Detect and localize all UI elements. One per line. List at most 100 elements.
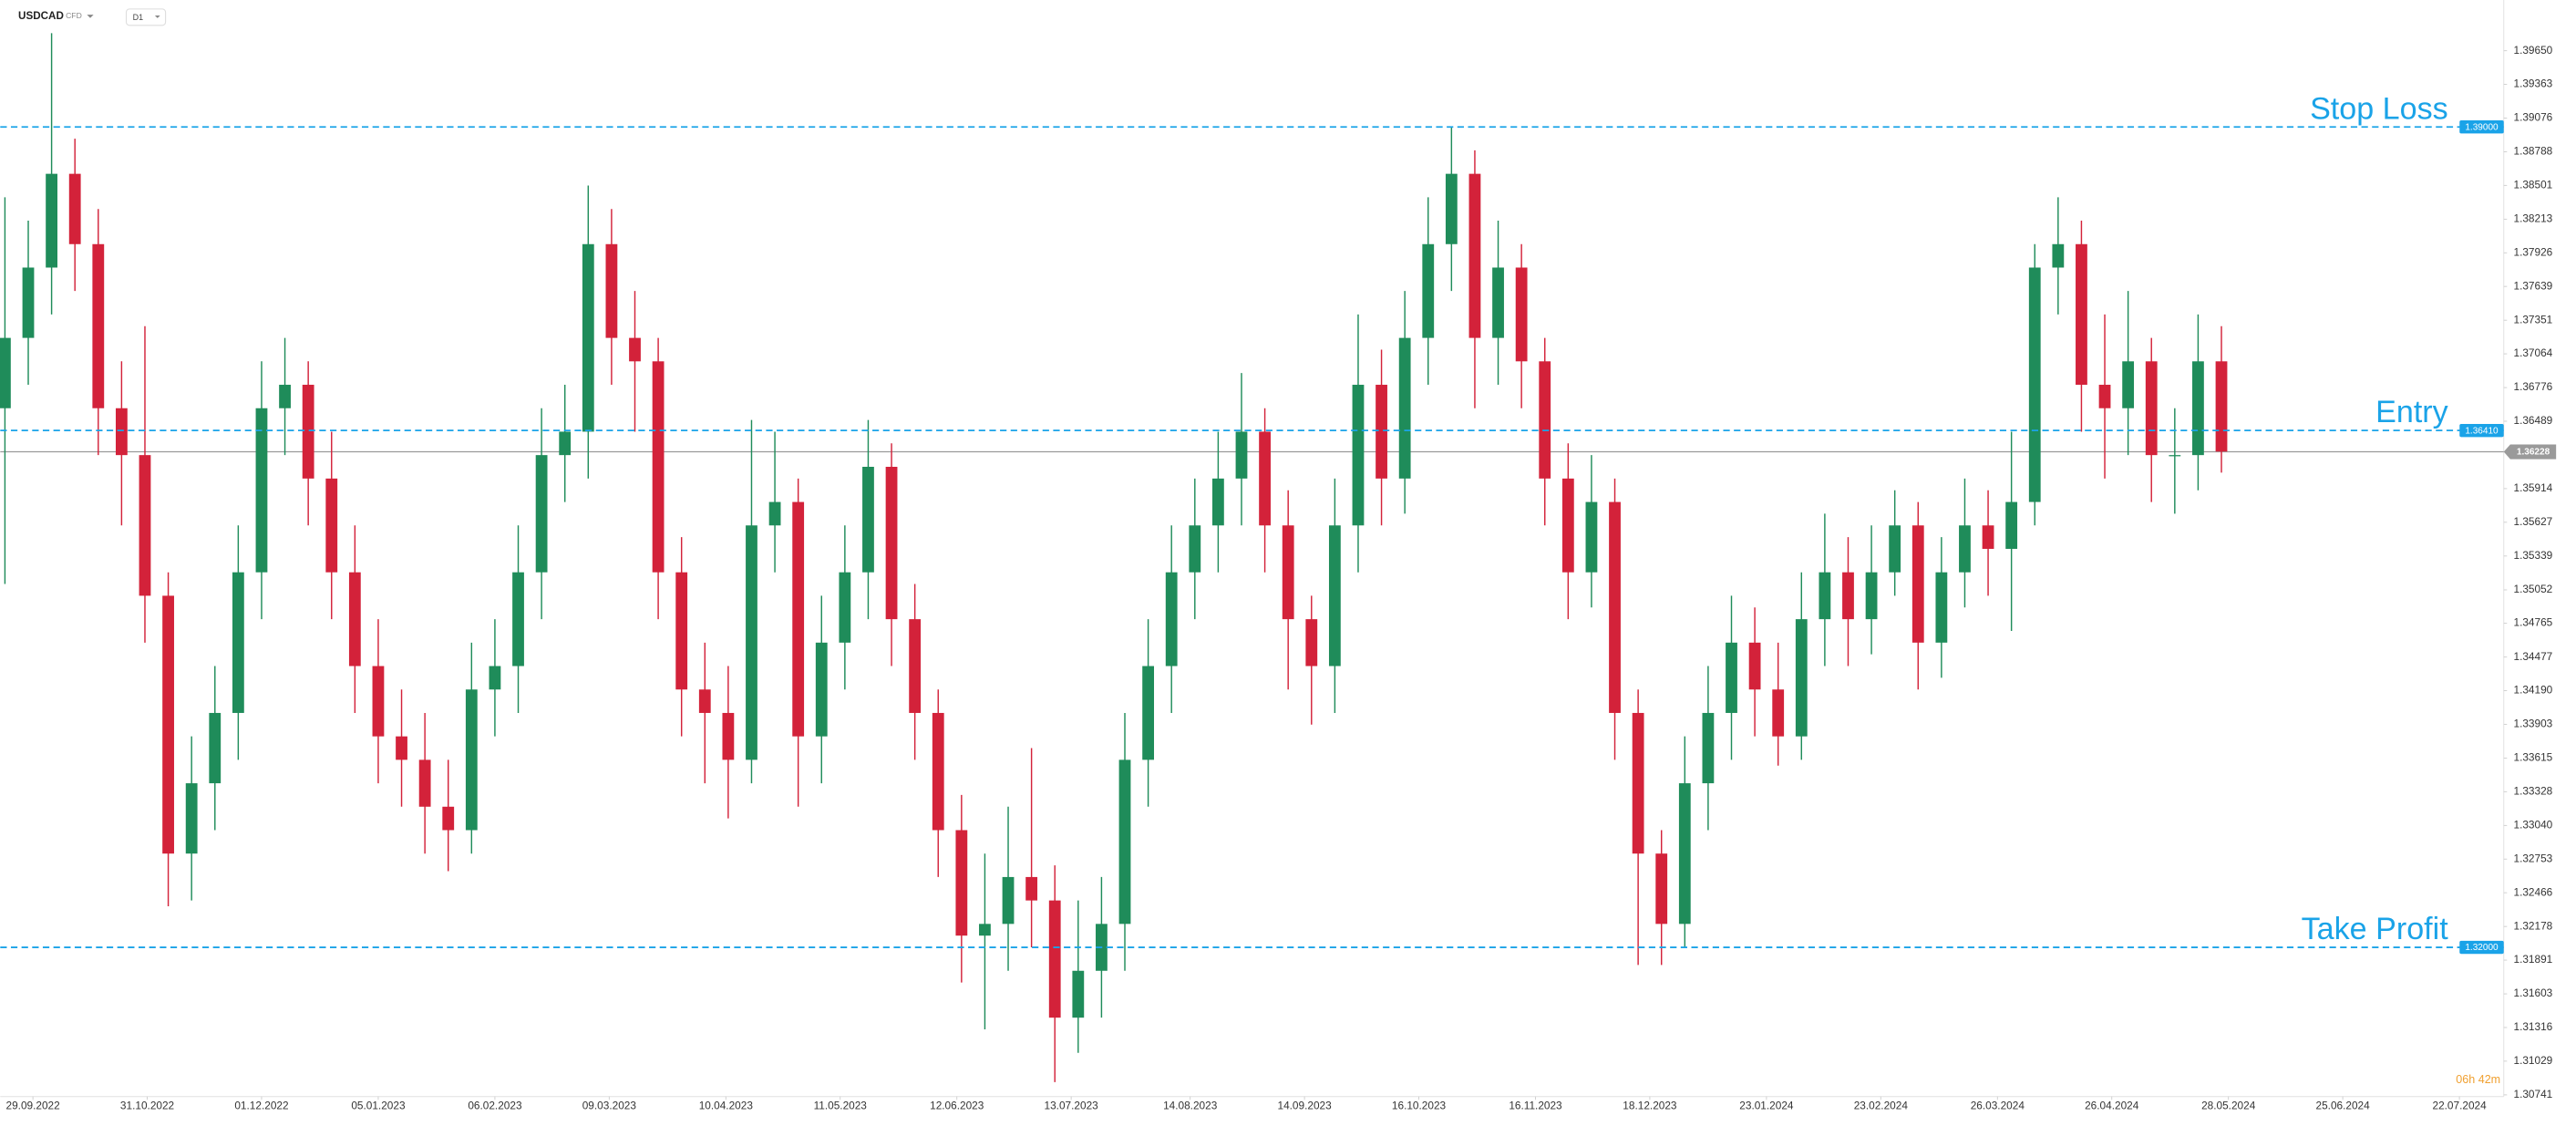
instrument-type: CFD — [66, 11, 82, 20]
symbol[interactable]: USDCAD — [18, 10, 64, 22]
y-tick-label: 1.31029 — [2513, 1054, 2552, 1067]
candle-body — [279, 385, 291, 408]
x-tick-label: 22.07.2024 — [2432, 1100, 2487, 1112]
x-tick-label: 06.02.2023 — [468, 1100, 522, 1112]
candle-body — [512, 572, 524, 666]
candle-body — [0, 337, 11, 408]
level-value: 1.39000 — [2465, 122, 2499, 132]
candle-body — [139, 455, 151, 596]
candle-body — [1142, 666, 1155, 760]
y-tick-label: 1.38788 — [2513, 145, 2552, 158]
candle-body — [909, 619, 922, 713]
x-tick-label: 23.02.2024 — [1854, 1100, 1909, 1112]
candle-body — [2005, 501, 2018, 549]
candle-body — [1842, 572, 1854, 620]
candle-body — [2145, 361, 2158, 456]
candle-body — [1468, 173, 1481, 338]
x-tick-label: 28.05.2024 — [2201, 1100, 2256, 1112]
candle-body — [675, 572, 688, 690]
x-tick-label: 05.01.2023 — [351, 1100, 406, 1112]
candle-body — [2098, 385, 2111, 408]
candle-body — [1165, 572, 1178, 666]
x-tick-label: 26.04.2024 — [2085, 1100, 2139, 1112]
candle-body — [1982, 525, 1994, 549]
candle-body — [1585, 501, 1598, 573]
candle-body — [1726, 642, 1737, 713]
candle-body — [1515, 267, 1528, 362]
candle-body — [1539, 361, 1551, 479]
x-tick-label: 16.10.2023 — [1392, 1100, 1447, 1112]
timeframe-dropdown — [154, 15, 160, 18]
candle-body — [1352, 385, 1365, 526]
y-tick-label: 1.32178 — [2513, 919, 2552, 932]
timeframe-button[interactable] — [125, 8, 167, 26]
plot: Stop Loss Entry Take Profit — [0, 33, 2504, 1082]
candle-body — [162, 595, 174, 854]
candle-body — [1445, 173, 1458, 244]
candle-body — [1748, 642, 1761, 690]
candle-body — [582, 243, 594, 432]
level-tag — [2459, 423, 2504, 438]
candle-body — [1025, 876, 1038, 901]
candle-body — [1305, 619, 1318, 666]
level-name: Take Profit — [2302, 912, 2449, 946]
x-tick-label: 13.07.2023 — [1045, 1100, 1099, 1112]
candle-body — [1772, 689, 1785, 737]
candle-body — [372, 666, 385, 737]
candle-body — [792, 501, 805, 737]
candle-body — [1328, 525, 1341, 666]
candle-body — [629, 337, 641, 362]
last-price-value: 1.36228 — [2517, 448, 2550, 458]
x-tick-label: 18.12.2023 — [1623, 1100, 1677, 1112]
candle-body — [302, 385, 314, 479]
x-tick-label: 14.09.2023 — [1277, 1100, 1332, 1112]
candle-body — [1655, 853, 1668, 925]
y-tick-label: 1.33903 — [2513, 718, 2552, 730]
y-tick-label: 1.35052 — [2513, 583, 2552, 595]
y-tick-label: 1.33615 — [2513, 751, 2552, 764]
y-tick-label: 1.35914 — [2513, 481, 2552, 494]
y-tick-label: 1.37351 — [2513, 313, 2552, 325]
candle-body — [932, 712, 944, 831]
toolbar: USDCAD CFD D1 — [18, 8, 167, 26]
y-tick-label: 1.30741 — [2513, 1088, 2552, 1100]
candle-body — [255, 408, 268, 573]
y-tick-label: 1.37064 — [2513, 346, 2552, 359]
candle-body — [2122, 361, 2135, 408]
candle-body — [1492, 267, 1504, 338]
candle-body — [2192, 361, 2204, 456]
x-tick-label: 23.01.2024 — [1739, 1100, 1794, 1112]
y-tick-label: 1.32753 — [2513, 852, 2552, 864]
candle-body — [1118, 759, 1131, 925]
x-tick-label: 10.04.2023 — [699, 1100, 754, 1112]
x-tick-label: 09.03.2023 — [582, 1100, 637, 1112]
candle-body — [2052, 243, 2065, 268]
y-tick-label: 1.31316 — [2513, 1020, 2552, 1033]
candle-body — [815, 642, 828, 737]
candle-body — [22, 267, 35, 338]
candle-body — [1048, 900, 1061, 1018]
candle-body — [1398, 337, 1411, 479]
y-tick-label: 1.34477 — [2513, 650, 2552, 663]
candle-body — [1702, 712, 1715, 784]
y-tick-label: 1.34190 — [2513, 684, 2552, 697]
y-tick-label: 1.39363 — [2513, 77, 2552, 90]
candle-body — [418, 759, 431, 807]
candle-body — [115, 408, 128, 456]
y-tick-label: 1.37639 — [2513, 279, 2552, 292]
candle-body — [1889, 525, 1901, 573]
candle-body — [862, 467, 874, 573]
candle-body — [1678, 783, 1691, 925]
y-tick-label: 1.31891 — [2513, 953, 2552, 966]
last-price-tag — [2503, 444, 2557, 460]
y-tick-label: 1.38213 — [2513, 212, 2552, 225]
level-value: 1.32000 — [2465, 943, 2499, 953]
candle-body — [1935, 572, 1948, 643]
candle-body — [185, 783, 198, 854]
candle-body — [605, 243, 618, 338]
y-tick-label: 1.33328 — [2513, 784, 2552, 797]
candle-body — [465, 689, 478, 831]
symbol-dropdown[interactable] — [87, 15, 94, 18]
candle-body — [559, 431, 572, 456]
